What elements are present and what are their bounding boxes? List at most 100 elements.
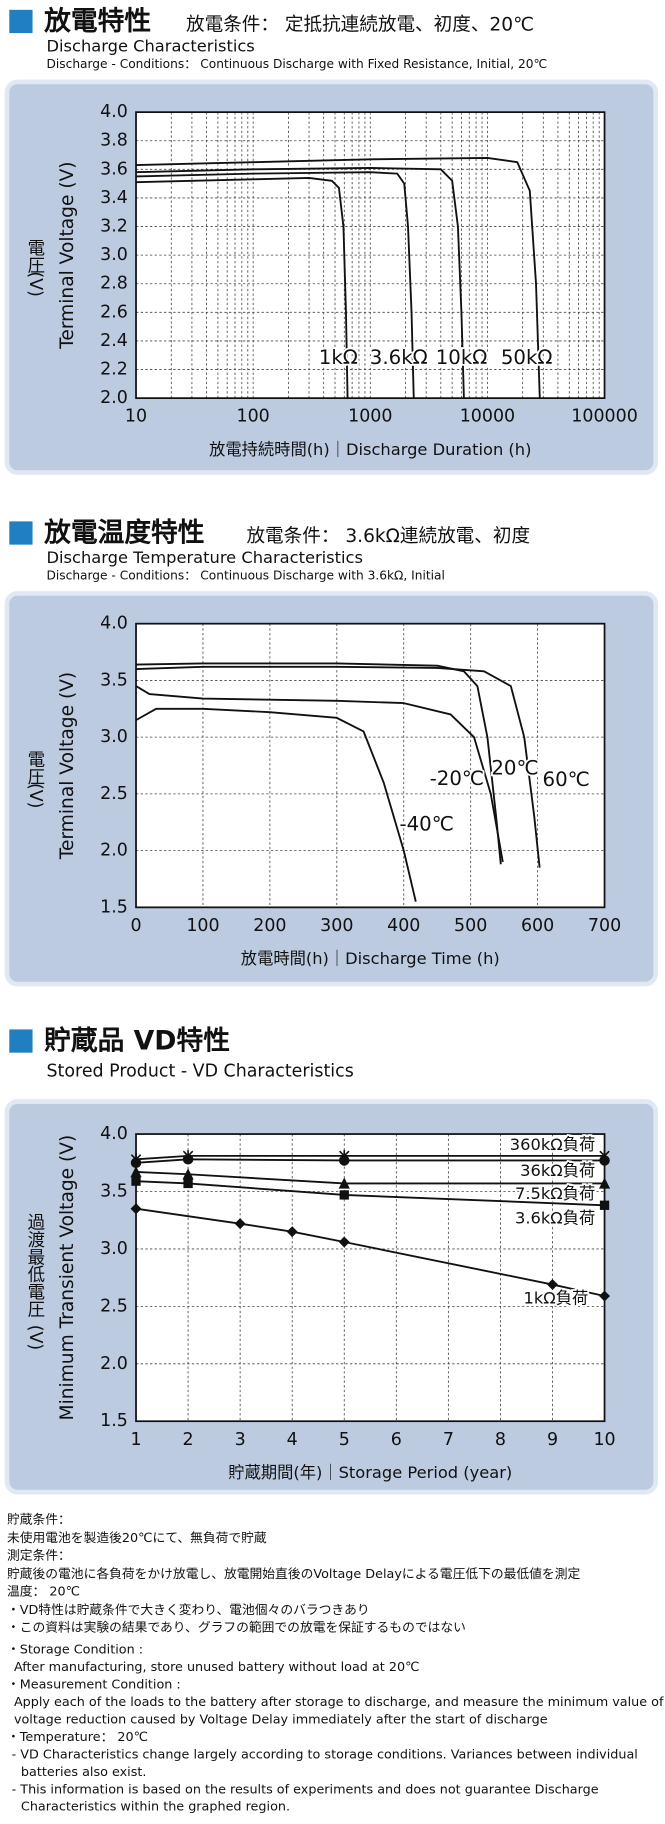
plot-border — [135, 111, 606, 400]
marker — [183, 1178, 193, 1189]
marker — [547, 1279, 558, 1291]
marker — [599, 1155, 610, 1166]
chart-subtitle: 放電条件： 3.6kΩ連続放電、初度 — [246, 526, 530, 547]
y-tick-label: 4.0 — [100, 614, 128, 634]
y-axis-label: 電圧 — [25, 750, 45, 785]
note-line: 未使用電池を製造後20℃にて、無負荷で貯蔵 — [7, 1530, 267, 1546]
x-tick-label: 1000 — [348, 407, 392, 427]
section-marker — [9, 521, 33, 545]
x-tick-label: 0 — [130, 916, 141, 936]
series-line — [136, 662, 502, 865]
chart-title-en: Stored Product - VD Characteristics — [47, 1061, 354, 1081]
y-tick-label: 3.5 — [100, 670, 128, 690]
series-label: 3.6kΩ負荷 — [515, 1208, 595, 1227]
series-label: 1kΩ負荷 — [524, 1289, 589, 1308]
y-tick-label: 2.0 — [100, 388, 128, 408]
x-tick-label: 7 — [443, 1430, 454, 1450]
series-label: 10kΩ — [436, 346, 488, 369]
y-tick-label: 2.0 — [100, 841, 128, 861]
series-label: -20℃ — [430, 767, 484, 790]
x-tick-label: 200 — [253, 916, 286, 936]
chart-title: 貯蔵品 VD特性 — [44, 1026, 230, 1057]
x-tick-label: 400 — [387, 916, 420, 936]
y-axis-label-en: Terminal Voltage (V) — [57, 161, 78, 349]
note-line: 貯蔵条件： — [7, 1512, 71, 1528]
y-tick-label: 3.0 — [100, 245, 128, 265]
series-label: -40℃ — [399, 812, 453, 835]
y-tick-label: 2.5 — [100, 1296, 128, 1316]
x-tick-label: 100000 — [571, 407, 638, 427]
series-label: 20℃ — [491, 757, 538, 780]
marker — [131, 1176, 141, 1186]
y-tick-label: 3.6 — [100, 159, 128, 179]
y-axis-label: 電圧 — [25, 239, 45, 274]
marker — [182, 1154, 194, 1165]
chart-title: 放電特性 — [43, 6, 151, 37]
y-tick-label: 2.6 — [100, 302, 128, 322]
plot-border — [135, 622, 606, 909]
plot-area — [136, 623, 605, 908]
note-line: 測定条件： — [7, 1548, 71, 1564]
y-axis-label: (V) — [25, 271, 45, 297]
series-label: 7.5kΩ負荷 — [515, 1184, 595, 1203]
note-line: ・Measurement Condition : — [7, 1678, 181, 1693]
x-tick-label: 5 — [339, 1430, 350, 1450]
note-line: Apply each of the loads to the battery a… — [14, 1695, 664, 1710]
y-axis-label: (V) — [25, 783, 45, 809]
y-axis-label: 過渡最低電圧 — [25, 1213, 45, 1318]
note-line: voltage reduction caused by Voltage Dela… — [14, 1712, 548, 1727]
y-tick-label: 3.8 — [100, 131, 128, 151]
x-tick-label: 8 — [495, 1430, 506, 1450]
y-tick-label: 3.2 — [100, 217, 128, 237]
x-tick-label: 10 — [125, 407, 147, 427]
chart-title: 放電温度特性 — [43, 517, 204, 549]
x-tick-label: 700 — [588, 916, 621, 936]
series-line — [136, 171, 415, 399]
series-line — [135, 665, 541, 868]
y-tick-label: 4.0 — [100, 1124, 128, 1144]
x-axis-label: 放電時間(h)｜Discharge Time (h) — [241, 949, 500, 968]
note-line: 貯蔵後の電池に各負荷をかけ放電し、放電開始直後のVoltage Delayによる… — [7, 1566, 580, 1582]
y-tick-label: 1.5 — [100, 1411, 128, 1431]
chart-title-en: Discharge Characteristics — [47, 37, 255, 56]
note-line: - VD Characteristics change largely acco… — [12, 1747, 638, 1762]
y-tick-label: 2.2 — [100, 360, 128, 380]
series-line — [136, 176, 349, 399]
section-marker — [9, 1029, 33, 1053]
series-line — [135, 1158, 605, 1164]
chart-subtitle: 放電条件： 定抵抗連続放電、初度、20℃ — [186, 14, 534, 35]
note-line: ・Temperature： 20℃ — [7, 1730, 148, 1745]
chart-title-en: Discharge Temperature Characteristics — [47, 548, 363, 567]
series-line — [136, 166, 465, 399]
x-tick-label: 4 — [287, 1430, 298, 1450]
marker — [130, 1203, 142, 1215]
x-tick-label: 100 — [186, 916, 219, 936]
series-line — [135, 1171, 605, 1185]
marker — [338, 1236, 350, 1248]
x-tick-label: 9 — [547, 1430, 558, 1450]
series-line — [135, 1180, 605, 1207]
y-tick-label: 2.4 — [100, 331, 128, 351]
series-label: 50kΩ — [501, 346, 553, 369]
marker — [338, 1177, 350, 1189]
series-line — [135, 685, 504, 863]
series-line — [135, 707, 417, 902]
chart-subtitle-en: Discharge - Conditions： Continuous Disch… — [47, 57, 548, 71]
x-tick-label: 600 — [521, 916, 554, 936]
series-label: 36kΩ負荷 — [520, 1161, 595, 1180]
x-tick-label: 6 — [391, 1430, 402, 1450]
marker — [599, 1200, 610, 1210]
note-line: ・Storage Condition : — [7, 1643, 143, 1658]
note-line: Characteristics within the graphed regio… — [21, 1800, 290, 1815]
marker — [599, 1290, 611, 1302]
marker — [286, 1226, 298, 1238]
y-tick-label: 1.5 — [100, 897, 128, 917]
marker — [234, 1218, 246, 1230]
y-tick-label: 2.5 — [100, 784, 128, 804]
series-label: 60℃ — [543, 768, 590, 791]
series-label: 1kΩ — [319, 346, 358, 369]
x-tick-label: 10 — [593, 1430, 615, 1450]
x-tick-label: 2 — [183, 1430, 194, 1450]
marker — [339, 1155, 350, 1166]
